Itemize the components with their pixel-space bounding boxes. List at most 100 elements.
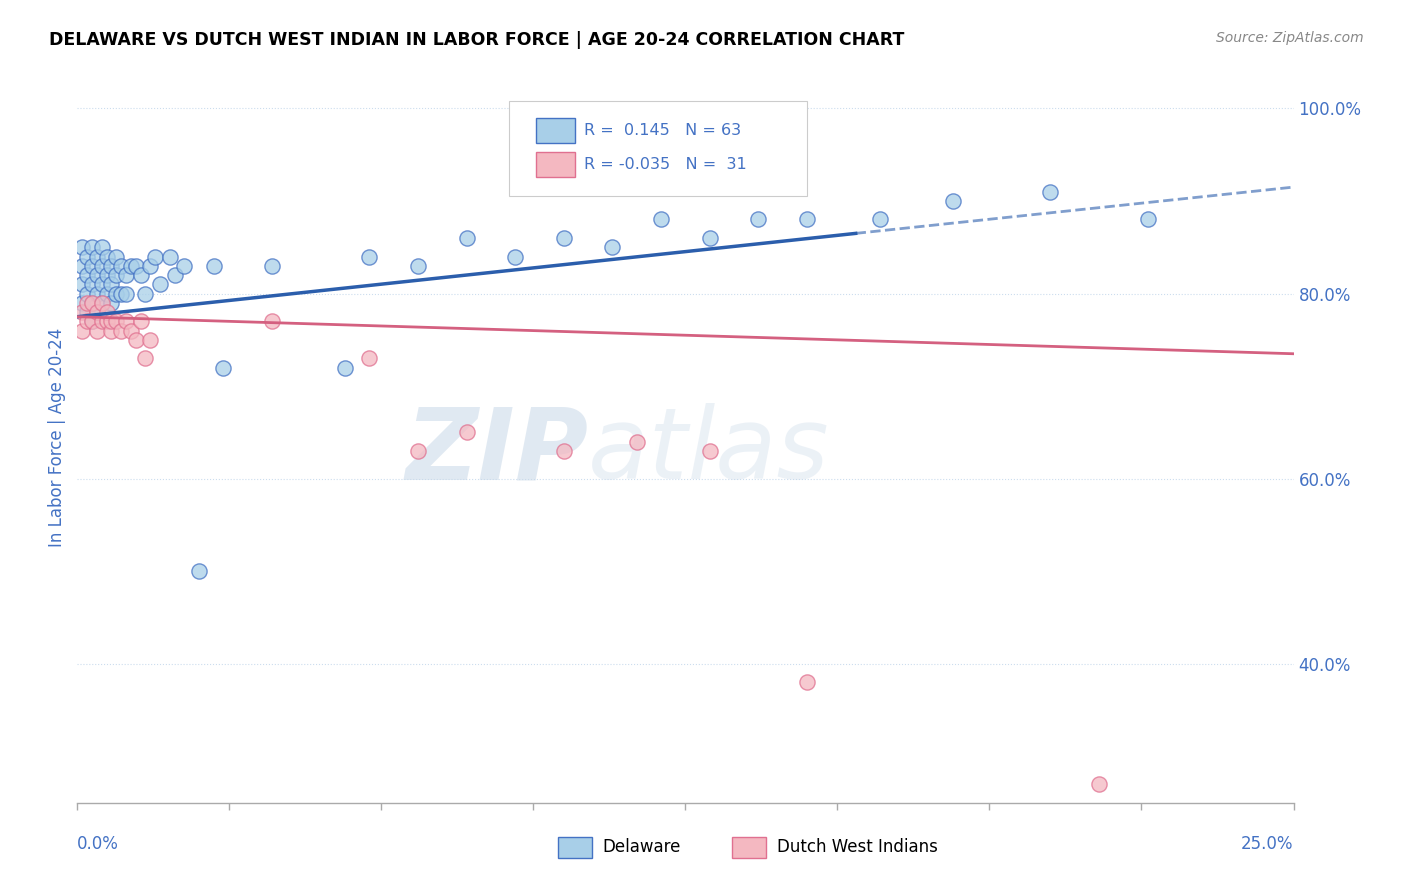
Point	[70, 277, 93, 292]
Point	[96, 250, 118, 264]
Text: Source: ZipAtlas.com: Source: ZipAtlas.com	[1216, 31, 1364, 45]
Point	[333, 360, 356, 375]
Point	[86, 305, 108, 319]
Point	[80, 314, 103, 328]
Point	[796, 675, 818, 690]
Point	[120, 259, 142, 273]
Text: R =  0.145   N = 63: R = 0.145 N = 63	[585, 123, 741, 138]
Point	[869, 212, 891, 227]
Point	[100, 277, 122, 292]
Point	[143, 250, 166, 264]
Point	[90, 314, 112, 328]
Point	[173, 259, 195, 273]
Point	[76, 295, 98, 310]
Point	[1039, 185, 1062, 199]
Point	[105, 286, 128, 301]
Point	[626, 434, 648, 449]
Point	[650, 212, 672, 227]
Text: ZIP: ZIP	[405, 403, 588, 500]
Point	[110, 259, 132, 273]
Point	[110, 324, 132, 338]
Point	[503, 250, 526, 264]
Point	[115, 314, 138, 328]
Point	[139, 259, 162, 273]
Point	[260, 259, 283, 273]
Bar	[536, 118, 575, 143]
Text: atlas: atlas	[588, 403, 830, 500]
Point	[96, 305, 118, 319]
Point	[76, 305, 98, 319]
Point	[86, 305, 108, 319]
Y-axis label: In Labor Force | Age 20-24: In Labor Force | Age 20-24	[48, 327, 66, 547]
Point	[163, 268, 186, 282]
Point	[129, 268, 152, 282]
Text: Delaware: Delaware	[603, 838, 681, 856]
Point	[70, 305, 93, 319]
Point	[260, 314, 283, 328]
Point	[80, 295, 103, 310]
Point	[80, 314, 103, 328]
Point	[406, 444, 429, 458]
Point	[80, 259, 103, 273]
Point	[553, 444, 575, 458]
Point	[76, 268, 98, 282]
Point	[90, 240, 112, 254]
Point	[134, 351, 156, 366]
Point	[125, 333, 148, 347]
Point	[1088, 777, 1111, 791]
Text: DELAWARE VS DUTCH WEST INDIAN IN LABOR FORCE | AGE 20-24 CORRELATION CHART: DELAWARE VS DUTCH WEST INDIAN IN LABOR F…	[49, 31, 904, 49]
Bar	[731, 838, 766, 858]
Point	[202, 259, 225, 273]
Point	[115, 268, 138, 282]
Point	[796, 212, 818, 227]
Point	[80, 240, 103, 254]
Bar	[536, 152, 575, 177]
Point	[86, 286, 108, 301]
Point	[96, 286, 118, 301]
Point	[456, 231, 478, 245]
Point	[86, 268, 108, 282]
Bar	[558, 838, 592, 858]
Point	[90, 295, 112, 310]
Point	[120, 324, 142, 338]
Point	[96, 268, 118, 282]
Point	[100, 259, 122, 273]
Text: 0.0%: 0.0%	[77, 835, 120, 854]
Point	[110, 286, 132, 301]
Point	[1136, 212, 1159, 227]
Point	[602, 240, 624, 254]
Point	[76, 250, 98, 264]
Point	[456, 425, 478, 440]
Point	[70, 259, 93, 273]
Point	[212, 360, 235, 375]
Point	[406, 259, 429, 273]
Point	[76, 314, 98, 328]
Point	[134, 286, 156, 301]
Text: 25.0%: 25.0%	[1241, 835, 1294, 854]
Point	[699, 231, 721, 245]
Point	[359, 250, 381, 264]
Point	[105, 314, 128, 328]
Text: Dutch West Indians: Dutch West Indians	[776, 838, 938, 856]
Point	[188, 565, 211, 579]
Point	[90, 295, 112, 310]
Point	[747, 212, 769, 227]
Point	[80, 277, 103, 292]
Point	[70, 295, 93, 310]
Text: R = -0.035   N =  31: R = -0.035 N = 31	[585, 157, 747, 172]
Point	[80, 295, 103, 310]
Point	[129, 314, 152, 328]
Point	[90, 259, 112, 273]
Point	[105, 268, 128, 282]
Point	[90, 277, 112, 292]
Point	[105, 250, 128, 264]
Point	[100, 295, 122, 310]
Point	[86, 324, 108, 338]
Point	[553, 231, 575, 245]
Point	[86, 250, 108, 264]
Point	[139, 333, 162, 347]
Point	[70, 324, 93, 338]
Point	[159, 250, 181, 264]
Point	[115, 286, 138, 301]
Point	[699, 444, 721, 458]
